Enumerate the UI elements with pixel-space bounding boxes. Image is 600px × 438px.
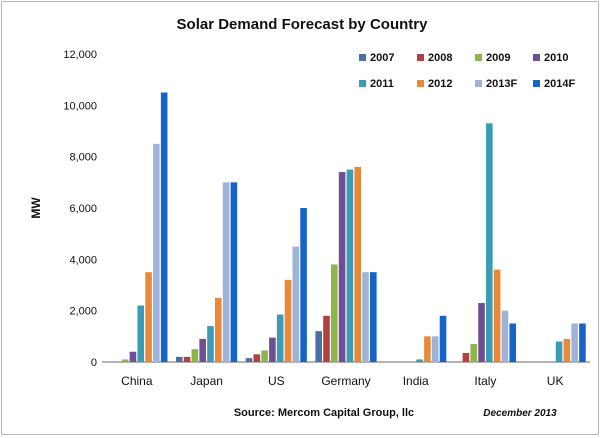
y-tick-label: 6,000 <box>69 203 97 215</box>
bar-china-2011 <box>137 305 145 362</box>
legend-swatch <box>533 54 540 61</box>
y-axis-label: MW <box>29 197 43 219</box>
bar-germany-2013f <box>362 272 369 362</box>
bar-china-2013f <box>153 143 160 362</box>
legend-swatch <box>417 54 424 61</box>
bar-china-2014f <box>160 92 168 362</box>
bar-germany-2007 <box>315 331 322 362</box>
bar-uk-2012 <box>563 338 571 362</box>
bar-italy-2010 <box>478 302 485 362</box>
source-note: Source: Mercom Capital Group, llc <box>234 407 414 419</box>
bar-us-2008 <box>253 354 261 362</box>
bar-india-2013f <box>431 336 439 362</box>
bar-us-2011 <box>276 314 284 362</box>
bar-italy-2009 <box>470 344 478 362</box>
y-tick-label: 2,000 <box>69 306 97 318</box>
bar-us-2009 <box>261 350 268 362</box>
x-tick-label: Germany <box>321 374 370 388</box>
bar-uk-2013f <box>571 323 578 362</box>
y-tick-label: 8,000 <box>69 152 97 164</box>
legend-swatch <box>359 54 366 61</box>
y-tick-label: 4,000 <box>69 254 97 266</box>
bar-china-2009 <box>121 359 129 362</box>
bar-us-2014f <box>300 208 307 362</box>
legend-label: 2011 <box>370 78 394 90</box>
bar-us-2010 <box>269 337 276 362</box>
bar-italy-2011 <box>486 123 493 362</box>
legend-swatch <box>417 80 424 87</box>
legend-label: 2014F <box>544 78 575 90</box>
x-tick-label: Italy <box>474 374 496 388</box>
bar-italy-2014f <box>509 323 517 362</box>
x-tick-label: Japan <box>190 374 223 388</box>
bar-japan-2011 <box>207 326 214 362</box>
bar-us-2007 <box>245 358 253 362</box>
x-tick-label: China <box>121 374 153 388</box>
bar-germany-2010 <box>338 172 346 362</box>
bar-india-2011 <box>416 359 423 362</box>
bar-china-2010 <box>129 351 137 362</box>
bar-japan-2007 <box>175 356 183 362</box>
bar-india-2012 <box>424 336 431 362</box>
legend-label: 2013F <box>486 78 517 90</box>
date-note: December 2013 <box>483 408 557 419</box>
bar-germany-2009 <box>331 264 338 362</box>
x-tick-label: US <box>268 374 285 388</box>
bar-us-2012 <box>284 279 292 362</box>
legend-swatch <box>475 80 482 87</box>
legend-label: 2009 <box>486 52 510 64</box>
x-tick-label: UK <box>547 374 564 388</box>
bar-japan-2012 <box>214 297 222 362</box>
chart-title: Solar Demand Forecast by Country <box>177 16 429 33</box>
bar-germany-2014f <box>370 272 377 362</box>
legend-label: 2012 <box>428 78 452 90</box>
bar-germany-2008 <box>323 315 330 362</box>
legend-label: 2008 <box>428 52 452 64</box>
bar-italy-2012 <box>493 269 501 362</box>
y-tick-label: 12,000 <box>63 49 97 61</box>
bar-japan-2010 <box>199 338 206 362</box>
legend-swatch <box>533 80 540 87</box>
bar-italy-2013f <box>501 310 509 362</box>
legend-label: 2010 <box>544 52 568 64</box>
legend-label: 2007 <box>370 52 394 64</box>
bar-uk-2014f <box>579 323 586 362</box>
legend-swatch <box>359 80 366 87</box>
bar-japan-2014f <box>230 182 238 362</box>
bar-us-2013f <box>292 246 300 362</box>
bar-china-2012 <box>145 272 152 362</box>
bar-india-2014f <box>439 315 447 362</box>
x-tick-label: India <box>403 374 429 388</box>
legend-swatch <box>475 54 482 61</box>
y-tick-label: 10,000 <box>63 100 97 112</box>
bar-germany-2011 <box>346 169 354 362</box>
bar-italy-2008 <box>462 353 470 362</box>
bar-germany-2012 <box>354 166 361 362</box>
bar-japan-2013f <box>222 182 230 362</box>
bar-uk-2011 <box>555 341 563 362</box>
bar-japan-2009 <box>191 349 199 362</box>
bar-japan-2008 <box>183 356 191 362</box>
y-tick-label: 0 <box>91 357 97 369</box>
